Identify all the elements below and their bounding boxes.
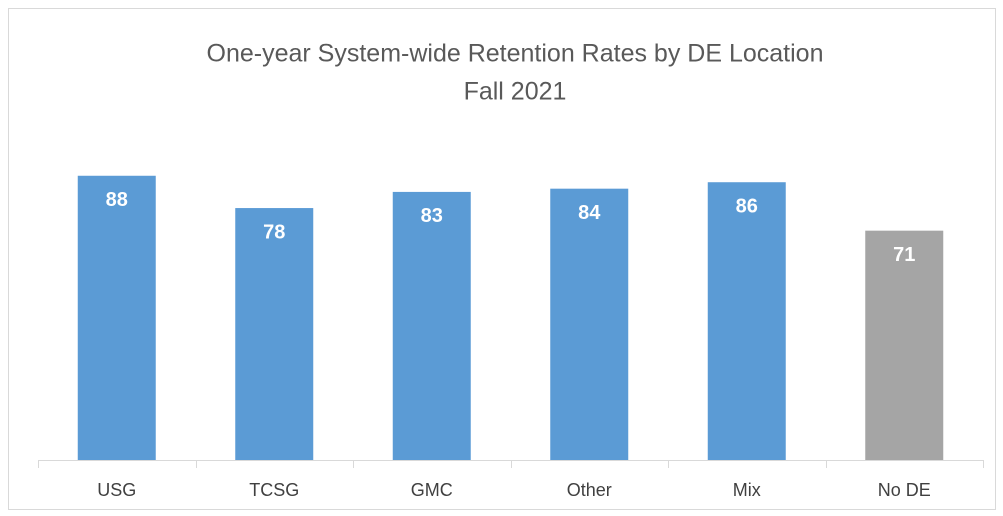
bar [865, 230, 944, 460]
value-label: 78 [263, 221, 285, 243]
value-label: 86 [736, 196, 758, 218]
x-tick-label: GMC [411, 480, 453, 500]
bar [550, 188, 629, 460]
chart-frame [8, 8, 996, 510]
chart-subtitle: Fall 2021 [464, 78, 567, 106]
bar [392, 191, 471, 460]
x-tick-label: Other [567, 480, 612, 500]
x-tick-label: No DE [878, 480, 931, 500]
bar [77, 175, 156, 460]
value-label: 84 [578, 202, 601, 224]
x-tick-label: TCSG [249, 480, 299, 500]
value-label: 88 [106, 189, 128, 211]
chart-title: One-year System-wide Retention Rates by … [207, 40, 824, 68]
x-tick-label: Mix [733, 480, 761, 500]
value-label: 83 [421, 205, 443, 227]
value-label: 71 [893, 244, 915, 266]
bar [235, 208, 314, 460]
x-tick-label: USG [97, 480, 136, 500]
bar [707, 182, 786, 460]
